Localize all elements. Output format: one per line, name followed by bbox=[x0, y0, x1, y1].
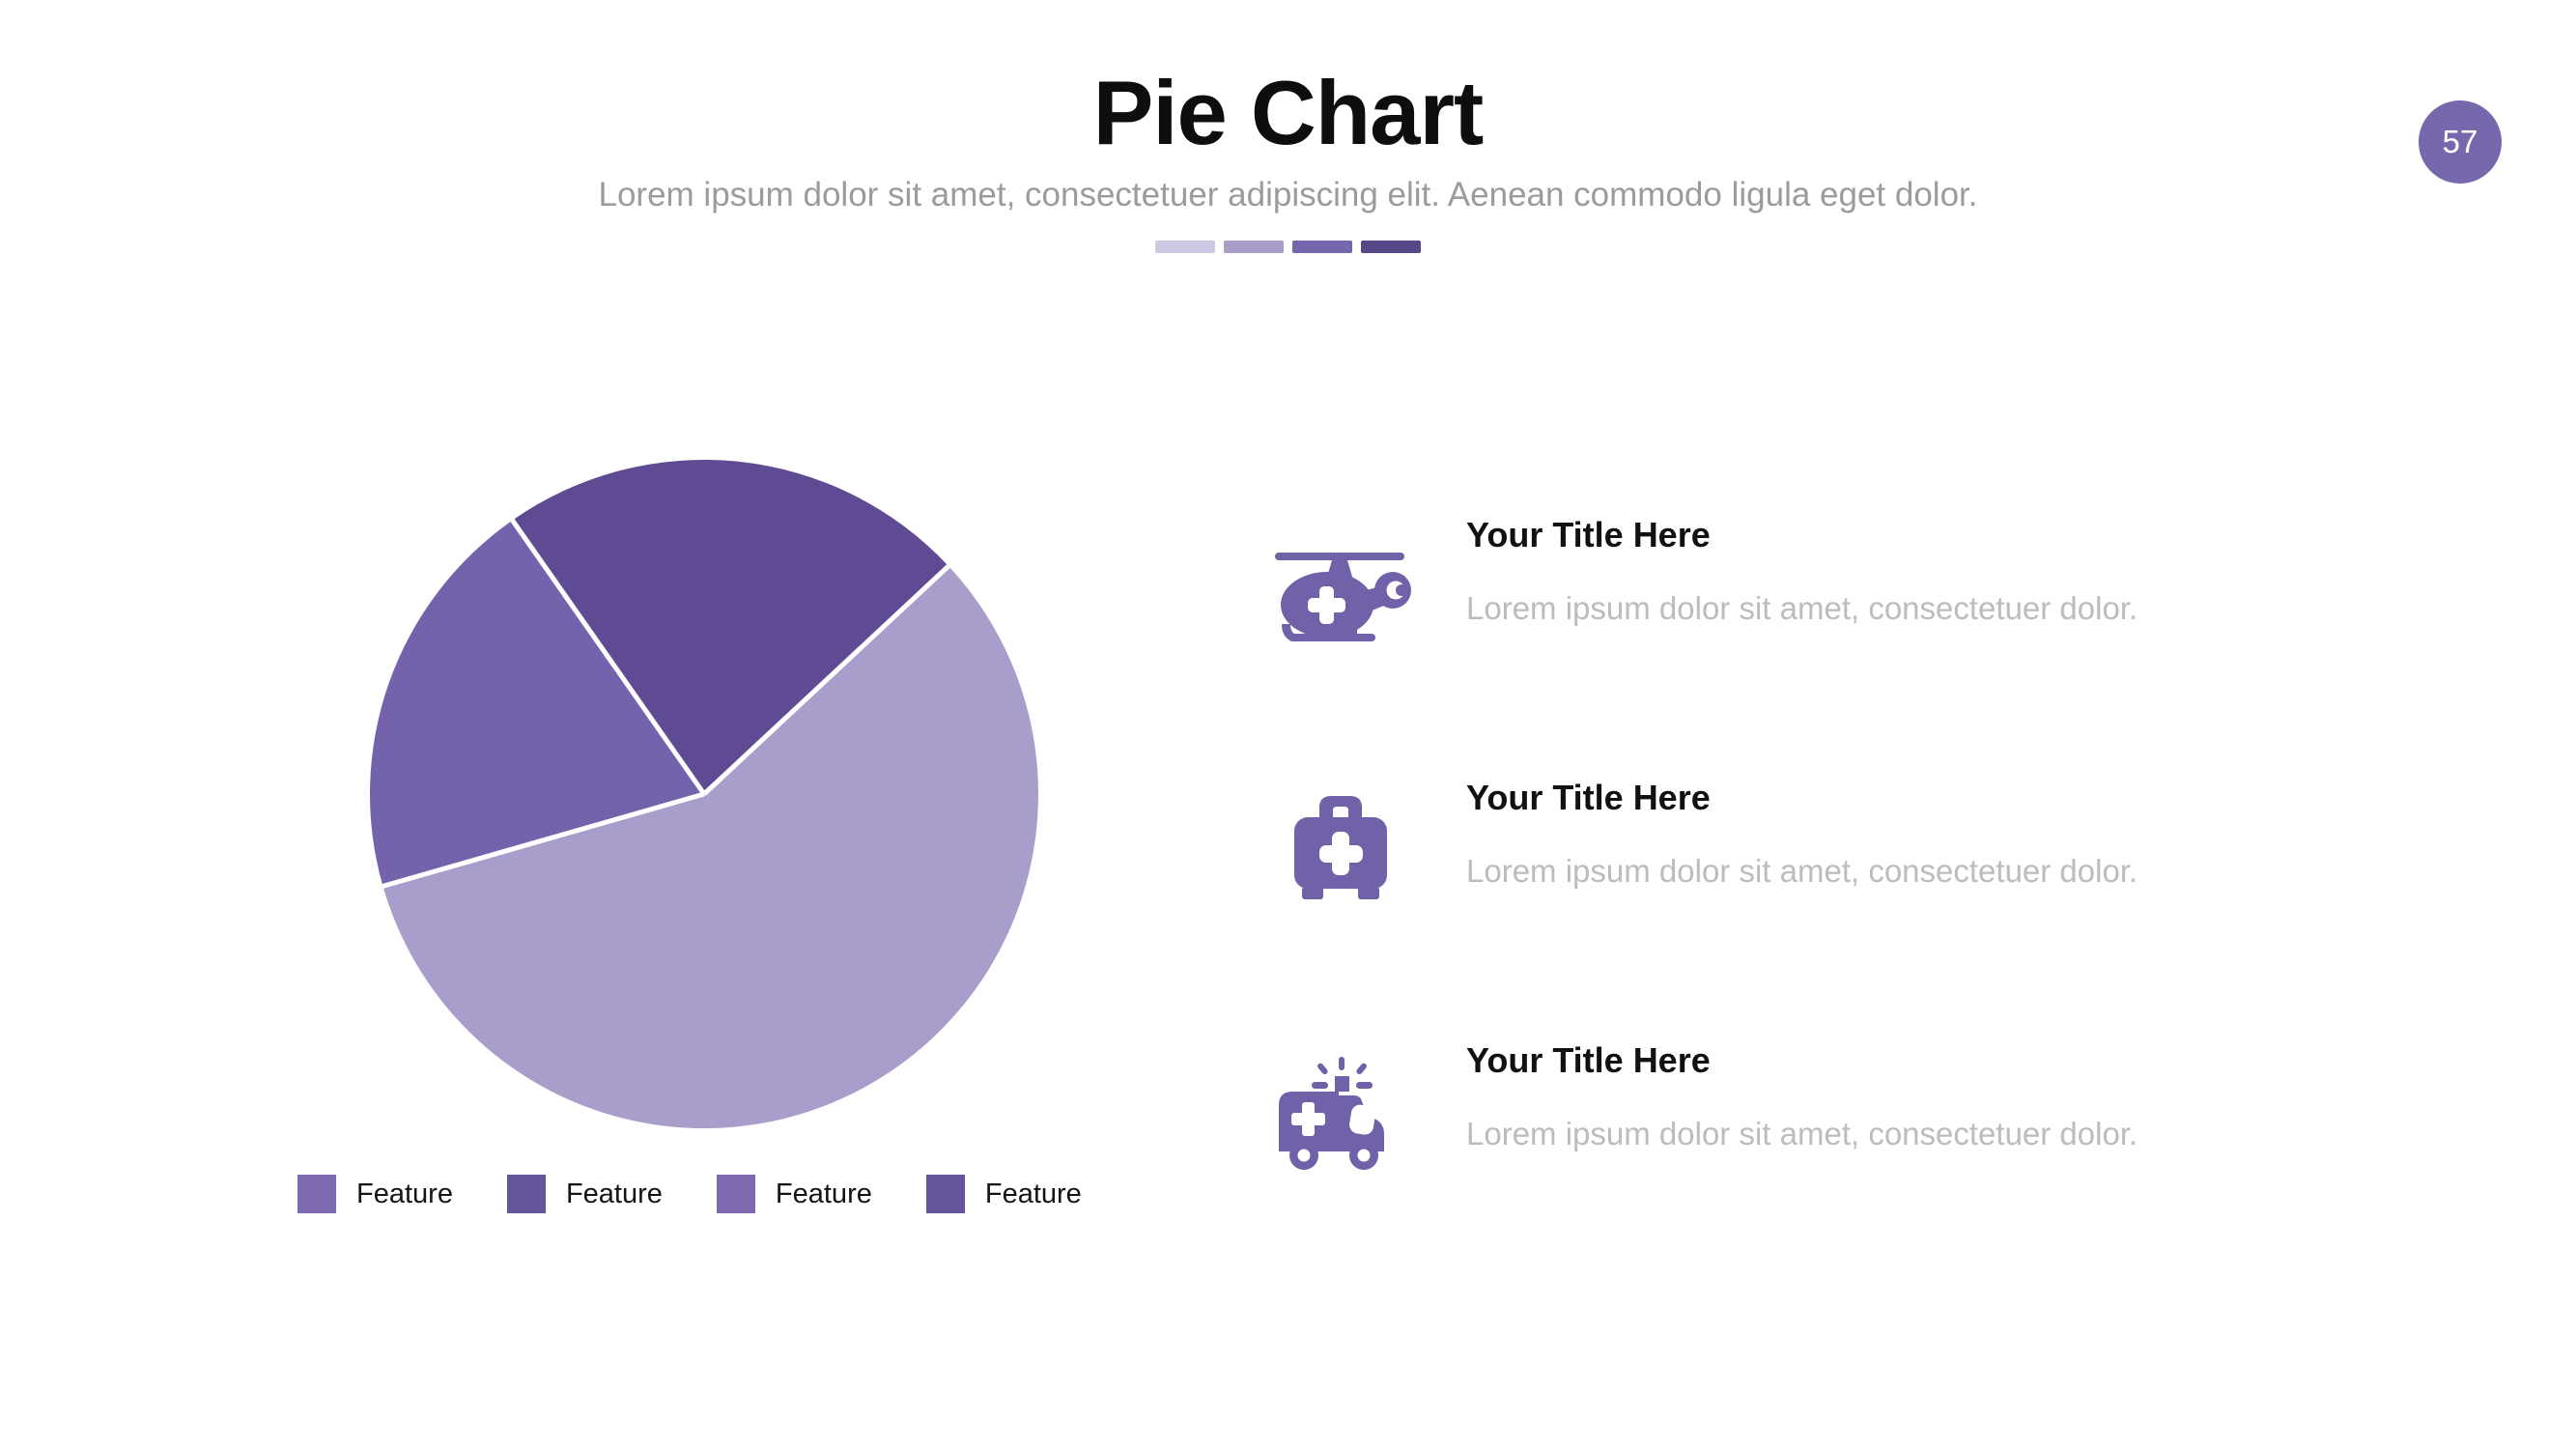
page-number: 57 bbox=[2442, 124, 2478, 159]
divider-dash bbox=[1361, 241, 1421, 253]
feature-description: Lorem ipsum dolor sit amet, consectetuer… bbox=[1466, 852, 2138, 889]
pie-slice-divider bbox=[382, 791, 705, 889]
legend-swatch bbox=[297, 1175, 336, 1213]
legend-item: Feature bbox=[506, 1175, 663, 1213]
divider-dash bbox=[1292, 241, 1352, 253]
ambulance-icon bbox=[1275, 1055, 1401, 1183]
page-number-badge: 57 bbox=[2419, 100, 2502, 184]
feature-title: Your Title Here bbox=[1466, 515, 1711, 554]
pie-slice-divider bbox=[702, 564, 950, 796]
feature-description: Lorem ipsum dolor sit amet, consectetuer… bbox=[1466, 589, 2138, 626]
pie-slice-divider bbox=[510, 519, 707, 796]
medical-helicopter-icon bbox=[1267, 535, 1412, 651]
divider-dash bbox=[1155, 241, 1215, 253]
pie-slice bbox=[382, 566, 1038, 1129]
feature-text: Your Title Here Lorem ipsum dolor sit am… bbox=[1466, 1026, 2200, 1152]
feature-title: Your Title Here bbox=[1466, 778, 1711, 817]
legend-item: Feature bbox=[297, 1175, 453, 1213]
feature-row: Your Title Here Lorem ipsum dolor sit am… bbox=[1256, 500, 2222, 723]
feature-description: Lorem ipsum dolor sit amet, consectetuer… bbox=[1466, 1115, 2138, 1151]
pie-chart bbox=[366, 456, 1042, 1132]
pie-chart-svg bbox=[369, 460, 1038, 1129]
legend-label: Feature bbox=[356, 1178, 453, 1209]
legend-item: Feature bbox=[716, 1175, 872, 1213]
title-divider bbox=[0, 241, 2576, 253]
pie-slice bbox=[369, 520, 704, 887]
legend-label: Feature bbox=[565, 1178, 663, 1209]
legend-label: Feature bbox=[775, 1178, 872, 1209]
legend-swatch bbox=[716, 1175, 755, 1213]
pie-slice bbox=[512, 460, 948, 794]
legend-item: Feature bbox=[925, 1175, 1082, 1213]
feature-text: Your Title Here Lorem ipsum dolor sit am… bbox=[1466, 763, 2200, 890]
legend-label: Feature bbox=[984, 1178, 1082, 1209]
divider-dash bbox=[1224, 241, 1284, 253]
legend-swatch bbox=[925, 1175, 965, 1213]
chart-legend: Feature Feature Feature Feature bbox=[297, 1175, 1082, 1213]
legend-swatch bbox=[506, 1175, 546, 1213]
first-aid-kit-icon bbox=[1287, 788, 1395, 907]
page-subtitle: Lorem ipsum dolor sit amet, consectetuer… bbox=[598, 176, 1978, 213]
page-title: Pie Chart bbox=[1092, 62, 1485, 163]
feature-title: Your Title Here bbox=[1466, 1040, 1711, 1080]
feature-text: Your Title Here Lorem ipsum dolor sit am… bbox=[1466, 500, 2200, 627]
feature-row: Your Title Here Lorem ipsum dolor sit am… bbox=[1256, 1026, 2222, 1248]
feature-row: Your Title Here Lorem ipsum dolor sit am… bbox=[1256, 763, 2222, 985]
